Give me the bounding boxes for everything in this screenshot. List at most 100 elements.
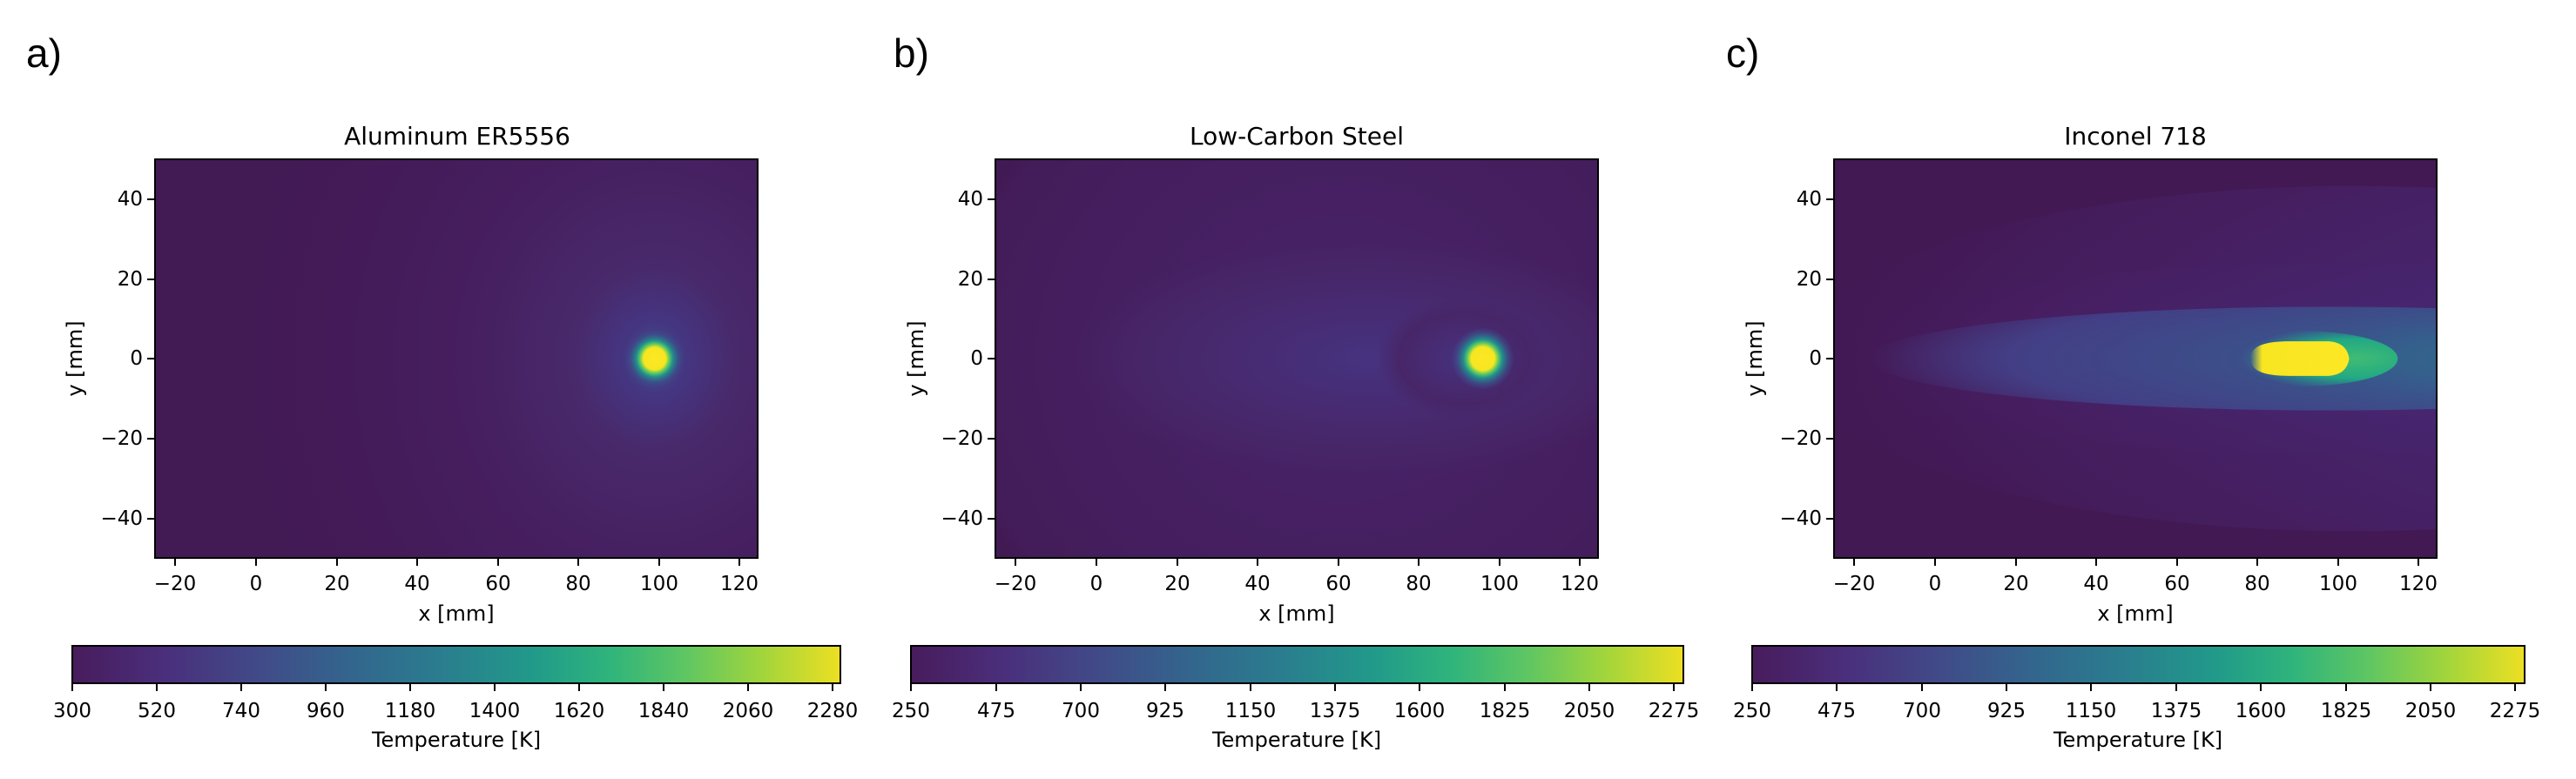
y-axis-label: y [mm]	[63, 320, 87, 397]
xtick-mark	[1177, 559, 1178, 566]
ytick-label: 0	[970, 347, 983, 370]
panel-label-c: c)	[1726, 30, 1760, 76]
colorbar-inconel-718	[1751, 645, 2525, 684]
xtick-mark	[1853, 559, 1855, 566]
colorbar-tick-label: 1180	[384, 700, 436, 722]
xtick-label: 60	[485, 573, 511, 595]
colorbar-tick-mark	[1673, 684, 1675, 691]
colorbar-tick-label: 1600	[1393, 700, 1446, 722]
plot-title-a: Aluminum ER5556	[344, 122, 570, 151]
ytick-label: 0	[1809, 347, 1822, 370]
xtick-mark	[2418, 559, 2419, 566]
colorbar-tick-label: 2050	[2404, 700, 2457, 722]
colorbar-tick-mark	[1836, 684, 1838, 691]
xtick-label: 0	[249, 573, 263, 595]
colorbar-tick-label: 1825	[1479, 700, 1531, 722]
ytick-label: 20	[1796, 268, 1822, 291]
panel-label-b: b)	[894, 30, 929, 76]
xtick-label: 60	[2164, 573, 2190, 595]
y-axis-label: y [mm]	[1743, 320, 1767, 397]
colorbar-tick-mark	[1334, 684, 1336, 691]
xtick-mark	[2015, 559, 2017, 566]
colorbar-tick-label: 1400	[469, 700, 521, 722]
xtick-mark	[2337, 559, 2339, 566]
colorbar-tick-label: 2050	[1563, 700, 1615, 722]
colorbar-tick-label: 1620	[553, 700, 605, 722]
xtick-mark	[1338, 559, 1339, 566]
colorbar-tick-mark	[1164, 684, 1166, 691]
colorbar-tick-label: 1840	[637, 700, 690, 722]
colorbar-tick-mark	[2090, 684, 2092, 691]
x-axis-label: x [mm]	[1258, 601, 1335, 626]
ytick-mark	[147, 198, 154, 200]
colorbar-tick-label: 960	[307, 700, 345, 722]
x-axis-label: x [mm]	[418, 601, 495, 626]
xtick-mark	[1015, 559, 1016, 566]
colorbar-tick-label: 700	[1903, 700, 1941, 722]
ytick-mark	[147, 438, 154, 440]
xtick-label: −20	[153, 573, 197, 595]
ytick-label: 40	[1796, 188, 1822, 211]
colorbar-tick-mark	[1921, 684, 1923, 691]
colorbar-tick-label: 1825	[2320, 700, 2372, 722]
ytick-label: 40	[957, 188, 983, 211]
heatmap-inconel-field	[1835, 160, 2436, 557]
colorbar-tick-mark	[663, 684, 664, 691]
xtick-label: 0	[1089, 573, 1103, 595]
xtick-label: 0	[1928, 573, 1942, 595]
colorbar-label: Temperature [K]	[1211, 728, 1382, 752]
colorbar-tick-mark	[494, 684, 496, 691]
colorbar-tick-mark	[325, 684, 327, 691]
colorbar-tick-label: 2275	[2489, 700, 2541, 722]
xtick-label: 20	[1164, 573, 1190, 595]
colorbar-tick-mark	[240, 684, 242, 691]
xtick-label: 100	[640, 573, 678, 595]
colorbar-tick-label: 1375	[2150, 700, 2202, 722]
ytick-label: −40	[941, 507, 983, 530]
heatmap-inconel-718	[1833, 158, 2438, 559]
colorbar-tick-mark	[1751, 684, 1753, 691]
ytick-mark	[1826, 279, 1833, 280]
panel-label-a: a)	[26, 30, 62, 76]
xtick-mark	[2095, 559, 2097, 566]
xtick-mark	[1257, 559, 1258, 566]
xtick-mark	[577, 559, 579, 566]
xtick-mark	[336, 559, 338, 566]
ytick-label: −40	[100, 507, 143, 530]
colorbar-tick-label: 300	[53, 700, 91, 722]
ytick-mark	[147, 358, 154, 359]
xtick-label: 120	[1561, 573, 1599, 595]
xtick-label: 40	[2083, 573, 2109, 595]
xtick-mark	[1934, 559, 1936, 566]
ytick-mark	[1826, 358, 1833, 359]
ytick-label: −40	[1779, 507, 1822, 530]
heatmap-aluminum	[154, 158, 759, 559]
xtick-mark	[174, 559, 176, 566]
xtick-mark	[2256, 559, 2258, 566]
xtick-label: 120	[720, 573, 759, 595]
ytick-label: 20	[957, 268, 983, 291]
ytick-mark	[1826, 518, 1833, 520]
colorbar-tick-mark	[1419, 684, 1420, 691]
xtick-mark	[255, 559, 257, 566]
ytick-label: 20	[117, 268, 143, 291]
colorbar-tick-label: 2275	[1648, 700, 1700, 722]
xtick-label: 100	[1480, 573, 1519, 595]
ytick-mark	[988, 358, 995, 359]
xtick-label: 120	[2399, 573, 2438, 595]
colorbar-tick-mark	[578, 684, 580, 691]
colorbar-aluminum	[71, 645, 841, 684]
colorbar-tick-mark	[1588, 684, 1590, 691]
colorbar-tick-mark	[2345, 684, 2347, 691]
colorbar-tick-mark	[1250, 684, 1251, 691]
colorbar-tick-label: 2280	[806, 700, 859, 722]
colorbar-tick-label: 700	[1062, 700, 1100, 722]
colorbar-tick-label: 925	[1146, 700, 1184, 722]
colorbar-tick-label: 475	[1817, 700, 1856, 722]
colorbar-tick-mark	[995, 684, 997, 691]
ytick-mark	[988, 438, 995, 440]
x-axis-label: x [mm]	[2097, 601, 2174, 626]
xtick-mark	[1418, 559, 1419, 566]
plot-title-b: Low-Carbon Steel	[1190, 122, 1404, 151]
ytick-mark	[988, 198, 995, 200]
